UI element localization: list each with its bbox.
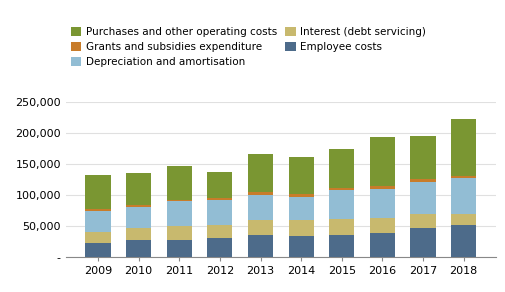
Bar <box>369 218 394 233</box>
Bar <box>166 166 191 200</box>
Bar <box>410 228 435 257</box>
Bar <box>450 119 475 176</box>
Bar <box>329 190 353 219</box>
Legend: Purchases and other operating costs, Grants and subsidies expenditure, Depreciat: Purchases and other operating costs, Gra… <box>71 27 425 67</box>
Bar <box>85 211 110 232</box>
Bar <box>247 235 273 257</box>
Bar <box>369 186 394 190</box>
Bar <box>410 182 435 214</box>
Bar <box>329 188 353 190</box>
Bar <box>126 228 151 240</box>
Bar <box>410 135 435 179</box>
Bar <box>85 232 110 243</box>
Bar <box>126 240 151 257</box>
Bar <box>329 235 353 257</box>
Bar <box>85 209 110 211</box>
Bar <box>288 157 313 194</box>
Bar <box>247 154 273 192</box>
Bar <box>126 205 151 207</box>
Bar <box>207 238 232 257</box>
Bar <box>369 190 394 218</box>
Bar <box>329 149 353 188</box>
Bar <box>369 138 394 186</box>
Bar <box>207 197 232 200</box>
Bar <box>166 240 191 257</box>
Bar <box>329 219 353 235</box>
Bar <box>207 225 232 238</box>
Bar <box>450 178 475 214</box>
Bar <box>247 195 273 220</box>
Bar <box>85 175 110 209</box>
Bar <box>247 192 273 195</box>
Bar <box>85 243 110 257</box>
Bar <box>450 214 475 225</box>
Bar <box>288 197 313 220</box>
Bar <box>126 207 151 228</box>
Bar <box>166 226 191 240</box>
Bar <box>288 236 313 257</box>
Bar <box>247 220 273 235</box>
Bar <box>207 171 232 197</box>
Bar <box>288 194 313 197</box>
Bar <box>369 233 394 257</box>
Bar <box>450 225 475 257</box>
Bar <box>207 200 232 225</box>
Bar <box>166 201 191 226</box>
Bar <box>166 200 191 201</box>
Bar <box>410 179 435 182</box>
Bar <box>288 220 313 236</box>
Bar <box>126 173 151 205</box>
Bar <box>450 176 475 178</box>
Bar <box>410 214 435 228</box>
